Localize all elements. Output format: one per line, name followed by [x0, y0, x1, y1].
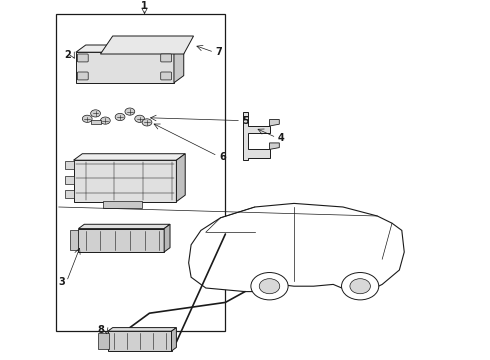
FancyBboxPatch shape — [161, 72, 171, 80]
FancyBboxPatch shape — [77, 54, 88, 62]
Text: 4: 4 — [278, 132, 285, 143]
Circle shape — [342, 273, 379, 300]
Polygon shape — [164, 224, 170, 252]
Bar — [65, 161, 74, 169]
Bar — [91, 120, 101, 124]
Text: 1: 1 — [141, 1, 148, 11]
FancyBboxPatch shape — [77, 72, 88, 80]
Circle shape — [259, 279, 280, 294]
Text: 6: 6 — [219, 152, 226, 162]
Text: 3: 3 — [58, 276, 65, 287]
FancyBboxPatch shape — [161, 54, 171, 62]
Polygon shape — [100, 36, 194, 54]
Text: 5: 5 — [243, 116, 249, 126]
Text: 8: 8 — [98, 325, 104, 336]
Circle shape — [91, 110, 100, 117]
Bar — [76, 52, 174, 83]
Polygon shape — [270, 143, 279, 149]
Polygon shape — [243, 112, 270, 160]
Circle shape — [125, 108, 135, 115]
Circle shape — [350, 279, 370, 294]
Bar — [74, 160, 176, 202]
Bar — [103, 201, 142, 208]
Bar — [108, 331, 172, 351]
Text: 2: 2 — [64, 50, 71, 60]
Polygon shape — [78, 224, 170, 229]
Polygon shape — [270, 120, 279, 126]
Circle shape — [115, 113, 125, 121]
Circle shape — [251, 273, 288, 300]
Circle shape — [82, 115, 92, 122]
Bar — [65, 190, 74, 198]
Polygon shape — [76, 45, 184, 52]
Polygon shape — [189, 203, 404, 292]
Text: 7: 7 — [216, 47, 222, 57]
Bar — [56, 14, 225, 331]
Bar — [78, 229, 164, 252]
Polygon shape — [172, 328, 176, 351]
Polygon shape — [174, 45, 184, 83]
Circle shape — [100, 117, 110, 124]
Polygon shape — [176, 154, 185, 202]
Polygon shape — [108, 328, 176, 331]
Polygon shape — [74, 154, 185, 160]
Bar — [65, 176, 74, 184]
Bar — [98, 333, 109, 349]
Circle shape — [135, 115, 145, 122]
Circle shape — [142, 119, 152, 126]
Bar — [70, 230, 78, 250]
